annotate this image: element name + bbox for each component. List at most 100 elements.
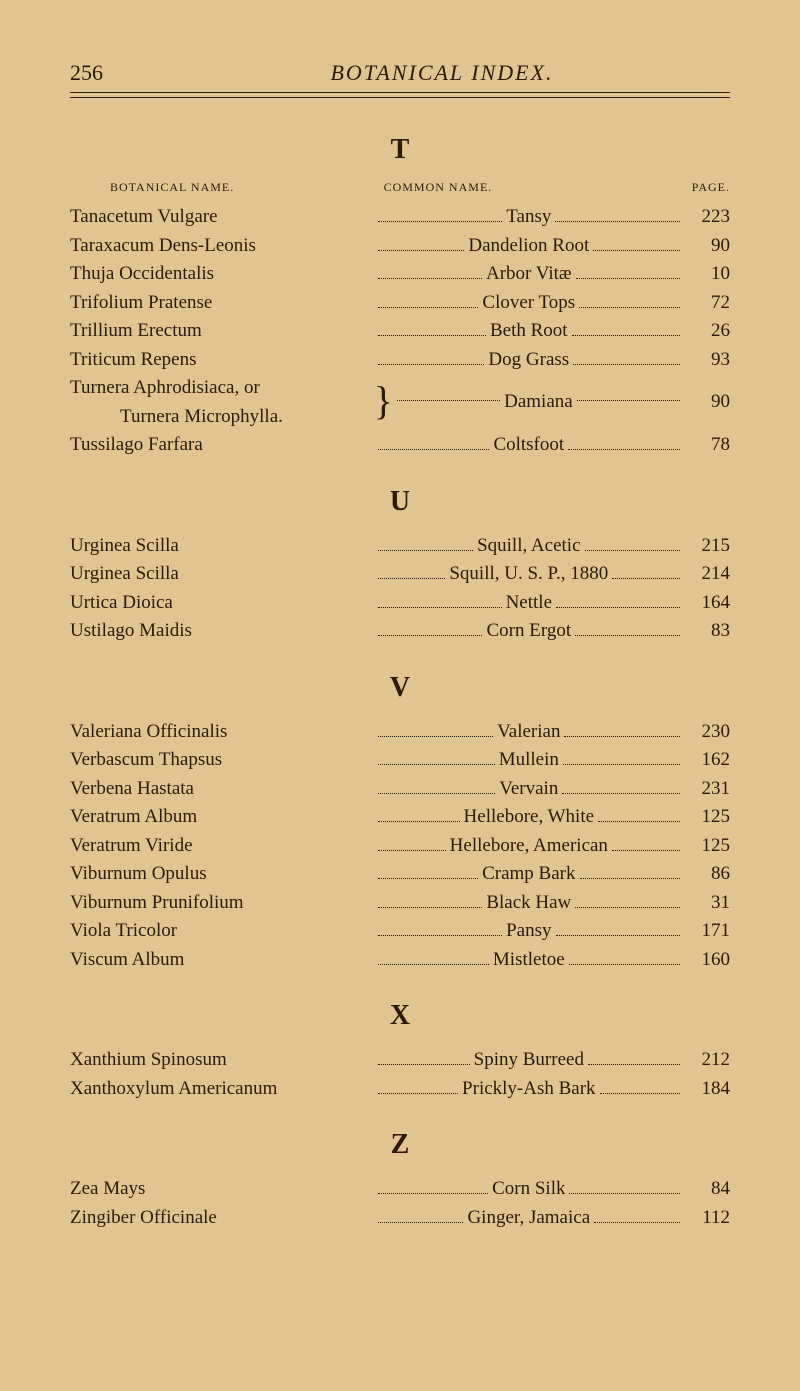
botanical-name: Zea Mays [70, 1175, 374, 1204]
common-name: Coltsfoot [493, 431, 564, 460]
leader-dots [378, 964, 489, 965]
leader-dots [588, 1064, 680, 1065]
page-ref: 72 [684, 289, 730, 318]
page-ref: 31 [684, 889, 730, 918]
botanical-name: Zingiber Officinale [70, 1204, 374, 1233]
common-name: Cramp Bark [482, 860, 575, 889]
common-name: Valerian [497, 718, 560, 747]
common-name: Arbor Vitæ [486, 260, 572, 289]
leader-dots [600, 1093, 680, 1094]
page-ref: 83 [684, 617, 730, 646]
page-ref: 212 [684, 1046, 730, 1075]
leader-dots [593, 250, 680, 251]
index-entry: Viburnum PrunifoliumBlack Haw31 [70, 889, 730, 918]
common-name: Squill, U. S. P., 1880 [449, 560, 608, 589]
col-head-page: PAGE. [670, 180, 730, 195]
leader-dots [594, 1222, 680, 1223]
leader-dots [378, 764, 495, 765]
col-head-common: COMMON NAME. [374, 180, 670, 195]
botanical-name: Taraxacum Dens-Leonis [70, 232, 374, 261]
header-rule [70, 97, 730, 98]
leader-dots [612, 850, 680, 851]
leader-dots [556, 935, 681, 936]
leader-dots [585, 550, 680, 551]
page-ref: 10 [684, 260, 730, 289]
common-name: Dog Grass [488, 346, 569, 375]
botanical-name: Veratrum Album [70, 803, 374, 832]
botanical-name: Urginea Scilla [70, 560, 374, 589]
leader-dots [378, 1222, 464, 1223]
index-entry: Veratrum AlbumHellebore, White125 [70, 803, 730, 832]
index-entry: Verbena HastataVervain231 [70, 775, 730, 804]
leader-dots [378, 1193, 489, 1194]
botanical-name: Urtica Dioica [70, 589, 374, 618]
botanical-name: Valeriana Officinalis [70, 718, 374, 747]
page-ref: 86 [684, 860, 730, 889]
index-entry: Ustilago MaidisCorn Ergot83 [70, 617, 730, 646]
page-ref: 184 [684, 1075, 730, 1104]
leader-dots [569, 1193, 680, 1194]
common-name: Dandelion Root [468, 232, 589, 261]
page-number: 256 [70, 60, 114, 86]
leader-dots [569, 964, 680, 965]
botanical-name: Viscum Album [70, 946, 374, 975]
index-entry: Triticum RepensDog Grass93 [70, 346, 730, 375]
common-name: Prickly-Ash Bark [462, 1075, 596, 1104]
botanical-name: Ustilago Maidis [70, 617, 374, 646]
common-name: Ginger, Jamaica [467, 1204, 590, 1233]
common-name: Mullein [499, 746, 559, 775]
common-name: Tansy [506, 203, 551, 232]
botanical-name: Trillium Erectum [70, 317, 374, 346]
index-entry: Urtica Dioica Nettle 164 [70, 589, 730, 618]
page-ref: 230 [684, 718, 730, 747]
page-ref: 90 [684, 388, 730, 417]
common-name: Corn Silk [492, 1175, 565, 1204]
page-ref: 160 [684, 946, 730, 975]
botanical-name: Turnera Aphrodisiaca, or [70, 374, 374, 403]
page-ref: 164 [684, 589, 730, 618]
brace-icon: } [374, 381, 397, 421]
common-name: Pansy [506, 917, 551, 946]
leader-dots [555, 221, 680, 222]
page-ref: 112 [684, 1204, 730, 1233]
running-head: BOTANICAL INDEX. [154, 60, 730, 86]
common-name: Black Haw [486, 889, 571, 918]
botanical-name: Urginea Scilla [70, 532, 374, 561]
page-ref: 215 [684, 532, 730, 561]
common-name: Nettle [506, 589, 552, 618]
index-entry: Zea Mays Corn Silk 84 [70, 1175, 730, 1204]
leader-dots [378, 935, 503, 936]
leader-dots [397, 400, 500, 401]
leader-dots [378, 907, 483, 908]
page-ref: 84 [684, 1175, 730, 1204]
page-ref: 125 [684, 803, 730, 832]
botanical-name: Verbascum Thapsus [70, 746, 374, 775]
page-ref: 231 [684, 775, 730, 804]
page-ref: 223 [684, 203, 730, 232]
botanical-name: Xanthium Spinosum [70, 1046, 374, 1075]
leader-dots [378, 250, 465, 251]
common-name: Damiana [504, 388, 573, 417]
leader-dots [378, 449, 490, 450]
leader-dots [378, 607, 502, 608]
index-entry: Tussilago FarfaraColtsfoot78 [70, 431, 730, 460]
common-name: Clover Tops [482, 289, 575, 318]
col-head-botanical: BOTANICAL NAME. [70, 180, 374, 195]
leader-dots [598, 821, 680, 822]
botanical-name: Trifolium Pratense [70, 289, 374, 318]
common-name: Beth Root [490, 317, 568, 346]
leader-dots [378, 1093, 458, 1094]
index-entry: Verbascum ThapsusMullein162 [70, 746, 730, 775]
common-name: Mistletoe [493, 946, 565, 975]
index-entry: Xanthoxylum AmericanumPrickly-Ash Bark18… [70, 1075, 730, 1104]
botanical-name: Viola Tricolor [70, 917, 374, 946]
leader-dots [378, 793, 496, 794]
leader-dots [378, 821, 460, 822]
page-header: 256 BOTANICAL INDEX. [70, 60, 730, 93]
leader-dots [556, 607, 680, 608]
index-entry: Urginea ScillaSquill, Acetic215 [70, 532, 730, 561]
leader-dots [576, 278, 680, 279]
botanical-name: Thuja Occidentalis [70, 260, 374, 289]
section-letter: U [70, 486, 730, 518]
leader-dots [378, 307, 479, 308]
